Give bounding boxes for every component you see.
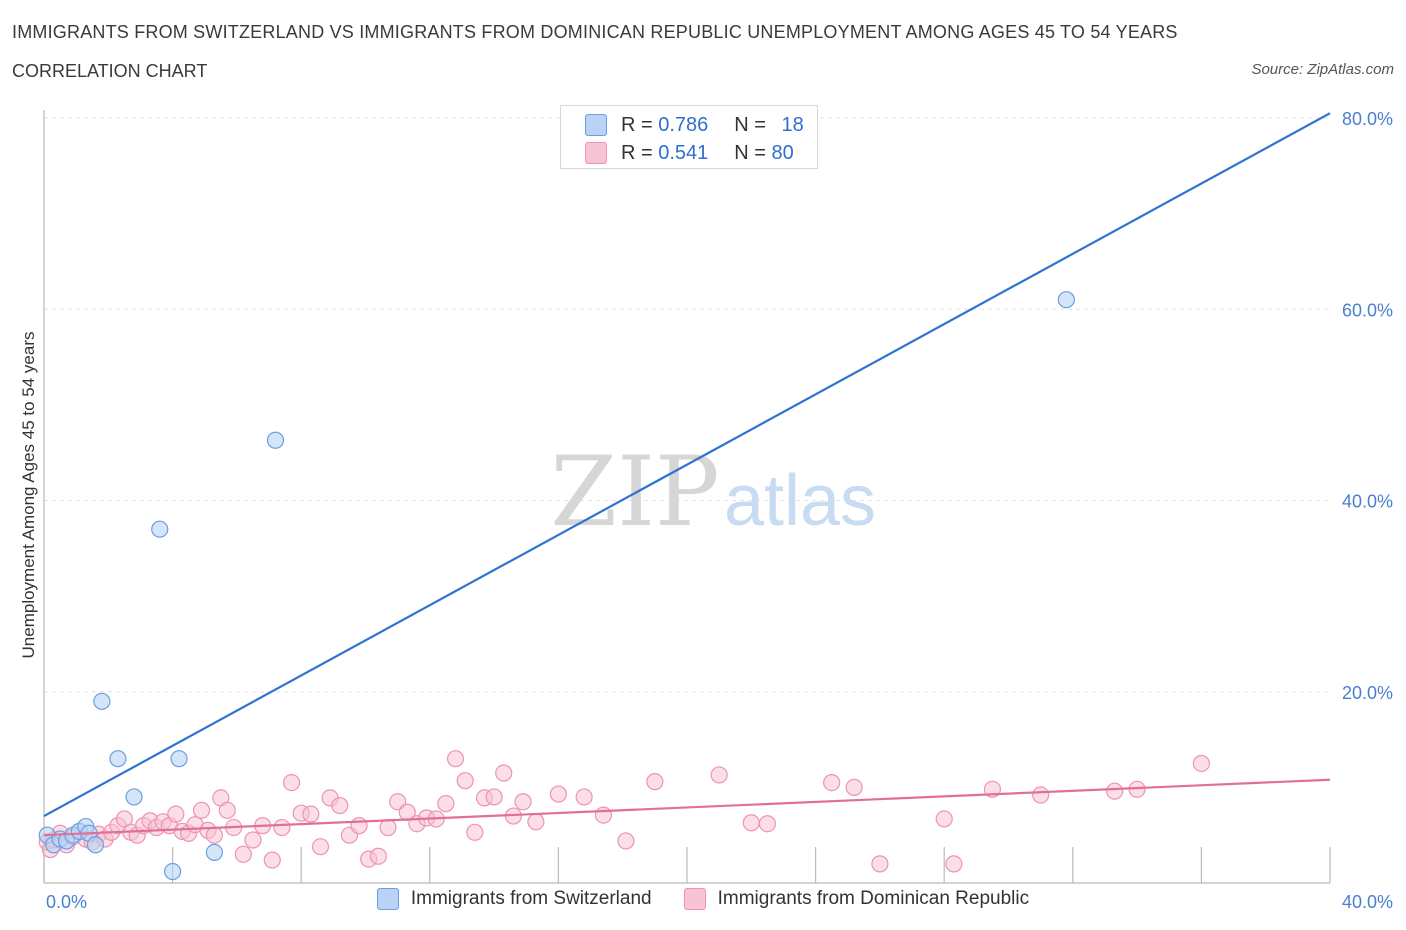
dominican-point xyxy=(1032,786,1050,804)
switzerland-point xyxy=(170,750,188,768)
legend-row-switzerland: R = 0.786 N = 18 xyxy=(585,113,804,137)
dominican-point xyxy=(218,801,236,819)
legend-n-label: N = xyxy=(734,113,772,136)
legend-n-value: 80 xyxy=(771,141,794,164)
dominican-point xyxy=(527,813,545,831)
x-tick-label: 40.0% xyxy=(1342,892,1393,912)
dominican-trendline xyxy=(43,778,1331,837)
dominican-point xyxy=(302,805,320,823)
legend-swatch-pink xyxy=(585,142,607,164)
watermark: ZIP atlas xyxy=(550,436,876,548)
legend-swatch-blue xyxy=(585,114,607,136)
legend-item-dominican: Immigrants from Dominican Republic xyxy=(683,888,1030,910)
dominican-point xyxy=(758,815,776,833)
dominican-point xyxy=(1105,782,1124,800)
dominican-point xyxy=(263,851,281,869)
switzerland-point xyxy=(93,692,111,710)
dominican-point xyxy=(331,796,349,815)
switzerland-point xyxy=(109,750,127,768)
dominican-point xyxy=(514,793,532,811)
dominican-point xyxy=(466,823,484,841)
dominican-point xyxy=(437,795,455,813)
dominican-point xyxy=(617,832,635,850)
dominican-point xyxy=(456,772,474,790)
dominican-point xyxy=(389,793,407,811)
dominican-point xyxy=(234,845,252,863)
switzerland-point xyxy=(151,520,169,538)
switzerland-point xyxy=(164,862,182,881)
dominican-point xyxy=(244,831,262,849)
legend-item-switzerland: Immigrants from Switzerland xyxy=(376,888,652,910)
correlation-legend: R = 0.786 N = 18 R = 0.541 N = 80 xyxy=(560,105,818,169)
y-tick-labels: 20.0% 40.0% 60.0% 80.0% xyxy=(1342,109,1393,703)
grid-lines xyxy=(44,117,1330,693)
dominican-point xyxy=(167,805,185,823)
y-tick-label: 60.0% xyxy=(1342,300,1393,320)
axes xyxy=(43,110,1331,884)
legend-row-dominican: R = 0.541 N = 80 xyxy=(585,141,794,165)
dominican-point xyxy=(205,826,223,844)
dominican-point xyxy=(350,817,368,835)
dominican-point xyxy=(495,764,513,782)
source-label: Source: ZipAtlas.com xyxy=(1251,61,1394,78)
legend-r-label: R = xyxy=(621,141,659,164)
dominican-point xyxy=(1192,754,1211,773)
switzerland-trendline xyxy=(43,112,1331,818)
legend-label: Immigrants from Dominican Republic xyxy=(717,888,1030,909)
switzerland-point xyxy=(205,843,223,862)
chart-subtitle: CORRELATION CHART xyxy=(12,61,208,81)
legend-swatch-pink xyxy=(683,888,706,910)
dominican-point xyxy=(311,838,330,856)
dominican-point xyxy=(945,855,963,873)
dominican-point xyxy=(594,806,613,824)
switzerland-point xyxy=(266,431,285,449)
legend-n-label: N = xyxy=(734,141,772,164)
dominican-point xyxy=(871,855,889,873)
dominican-point xyxy=(845,778,863,796)
chart-title: IMMIGRANTS FROM SWITZERLAND VS IMMIGRANT… xyxy=(12,22,1178,42)
legend-r-value: 0.786 xyxy=(658,113,709,136)
legend-r-label: R = xyxy=(621,113,659,136)
dominican-point xyxy=(446,750,465,768)
x-tick-label: 0.0% xyxy=(46,892,87,912)
y-tick-label: 80.0% xyxy=(1342,109,1393,129)
switzerland-point xyxy=(86,836,105,854)
dominican-point xyxy=(485,788,503,806)
y-axis-label: Unemployment Among Ages 45 to 54 years xyxy=(19,332,38,659)
legend-n-value: 18 xyxy=(781,113,804,136)
dominican-point xyxy=(379,818,397,837)
dominican-point xyxy=(742,814,760,832)
legend-swatch-blue xyxy=(376,888,399,910)
switzerland-point xyxy=(125,788,143,806)
dominican-point xyxy=(710,766,728,784)
dominican-points xyxy=(38,750,1211,873)
legend-label: Immigrants from Switzerland xyxy=(410,888,652,909)
dominican-point xyxy=(646,773,664,791)
dominican-point xyxy=(273,818,291,837)
dominican-point xyxy=(575,788,593,806)
dominican-point xyxy=(935,810,953,828)
dominican-point xyxy=(282,773,301,792)
dominican-point xyxy=(549,785,568,803)
dominican-point xyxy=(369,847,387,865)
dominican-point xyxy=(823,773,841,792)
dominican-point xyxy=(192,801,211,819)
series-legend: Immigrants from Switzerland Immigrants f… xyxy=(0,888,1406,910)
y-tick-label: 20.0% xyxy=(1342,683,1393,703)
trend-lines xyxy=(43,112,1331,837)
watermark-atlas: atlas xyxy=(724,461,876,541)
switzerland-points xyxy=(38,291,1075,881)
legend-r-value: 0.541 xyxy=(658,141,709,164)
y-tick-label: 40.0% xyxy=(1342,492,1393,512)
switzerland-point xyxy=(1057,291,1075,309)
x-tick-labels: 0.0% 40.0% xyxy=(46,892,1393,912)
